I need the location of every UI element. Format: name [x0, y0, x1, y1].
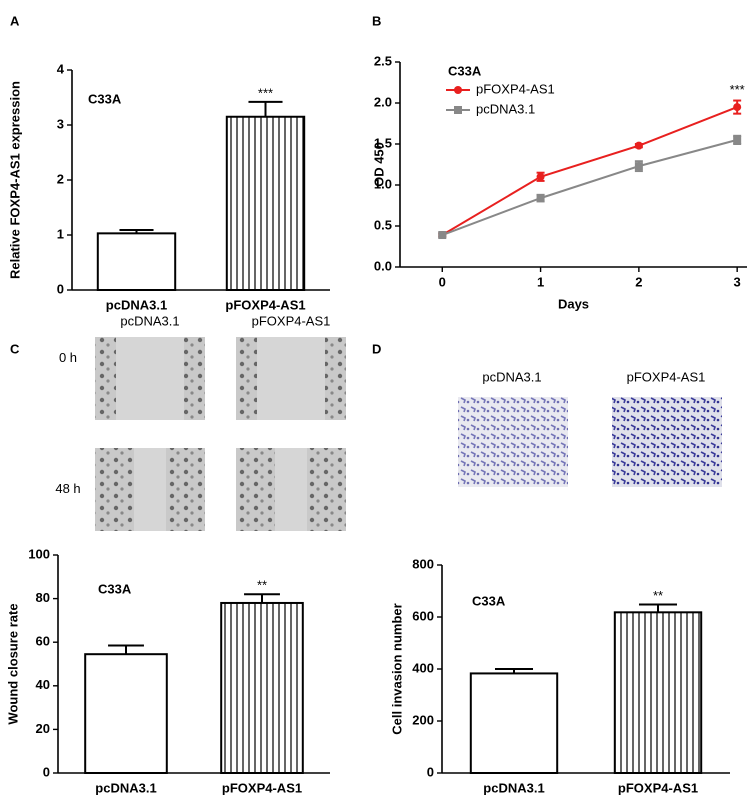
point — [536, 194, 545, 203]
wound-gap — [257, 337, 325, 420]
significance: *** — [730, 82, 745, 97]
x-tick-label: pFOXP4-AS1 — [618, 780, 698, 795]
x-tick-label: pcDNA3.1 — [106, 297, 167, 312]
point — [733, 135, 742, 144]
column-label: pFOXP4-AS1 — [627, 369, 706, 384]
point — [733, 103, 742, 112]
panel-label: B — [372, 13, 381, 28]
y-axis-label: Wound closure rate — [5, 603, 20, 724]
y-tick-label: 1.5 — [374, 135, 392, 150]
series-line — [441, 138, 738, 236]
microscopy-image — [612, 397, 722, 487]
y-tick-label: 2.0 — [374, 94, 392, 109]
row-label: 48 h — [55, 481, 80, 496]
y-tick-label: 1 — [57, 226, 64, 241]
y-tick-label: 800 — [412, 556, 434, 571]
x-axis-label: Days — [558, 296, 589, 311]
chart-subtitle: C33A — [98, 581, 132, 596]
y-tick-label: 3 — [57, 116, 64, 131]
legend-label: pFOXP4-AS1 — [476, 81, 555, 96]
wound-gap — [116, 337, 184, 420]
y-tick-label: 400 — [412, 660, 434, 675]
column-label: pcDNA3.1 — [482, 369, 541, 384]
bar — [613, 611, 703, 774]
x-tick-label: 1 — [537, 274, 544, 289]
y-tick-label: 40 — [36, 677, 50, 692]
y-tick-label: 600 — [412, 608, 434, 623]
y-tick-label: 2.5 — [374, 53, 392, 68]
bar — [220, 601, 304, 775]
y-tick-label: 200 — [412, 712, 434, 727]
point — [438, 231, 447, 240]
y-tick-label: 0.5 — [374, 217, 392, 232]
bar — [84, 653, 168, 774]
column-label: pcDNA3.1 — [120, 313, 179, 328]
wound-gap — [275, 448, 307, 531]
wound-gap — [134, 448, 166, 531]
legend-marker — [454, 106, 462, 114]
series-line — [441, 106, 738, 236]
x-tick-label: pFOXP4-AS1 — [225, 297, 305, 312]
x-tick-label: pFOXP4-AS1 — [222, 780, 302, 795]
panel-label: A — [10, 13, 20, 28]
legend-marker — [454, 86, 462, 94]
significance: *** — [258, 85, 273, 100]
x-tick-label: 0 — [439, 274, 446, 289]
x-tick-label: pcDNA3.1 — [483, 780, 544, 795]
x-tick-label: 2 — [635, 274, 642, 289]
y-tick-label: 20 — [36, 721, 50, 736]
bar — [96, 232, 177, 292]
y-tick-label: 0 — [427, 764, 434, 779]
chart-subtitle: C33A — [472, 593, 506, 608]
significance: ** — [257, 578, 267, 593]
y-tick-label: 2 — [57, 171, 64, 186]
point — [634, 141, 643, 150]
microscopy-image — [458, 397, 568, 487]
y-tick-label: 4 — [57, 61, 65, 76]
panel-label: D — [372, 341, 381, 356]
y-tick-label: 0 — [43, 764, 50, 779]
significance: ** — [653, 588, 663, 603]
bar — [225, 115, 306, 291]
y-tick-label: 0.0 — [374, 258, 392, 273]
column-label: pFOXP4-AS1 — [252, 313, 331, 328]
point — [536, 172, 545, 181]
legend-label: pcDNA3.1 — [476, 101, 535, 116]
y-axis-label: OD 450 — [371, 142, 386, 187]
y-axis-label: Relative FOXP4-AS1 expression — [7, 81, 22, 279]
x-tick-label: pcDNA3.1 — [95, 780, 156, 795]
chart-subtitle: C33A — [88, 91, 122, 106]
y-axis-label: Cell invasion number — [389, 603, 404, 734]
y-tick-label: 80 — [36, 590, 50, 605]
panel-label: C — [10, 341, 20, 356]
x-tick-label: 3 — [734, 274, 741, 289]
y-tick-label: 0 — [57, 281, 64, 296]
row-label: 0 h — [59, 350, 77, 365]
bar — [469, 672, 559, 774]
y-tick-label: 1.0 — [374, 176, 392, 191]
chart-subtitle: C33A — [448, 63, 482, 78]
point — [634, 162, 643, 171]
y-tick-label: 100 — [28, 546, 50, 561]
y-tick-label: 60 — [36, 634, 50, 649]
